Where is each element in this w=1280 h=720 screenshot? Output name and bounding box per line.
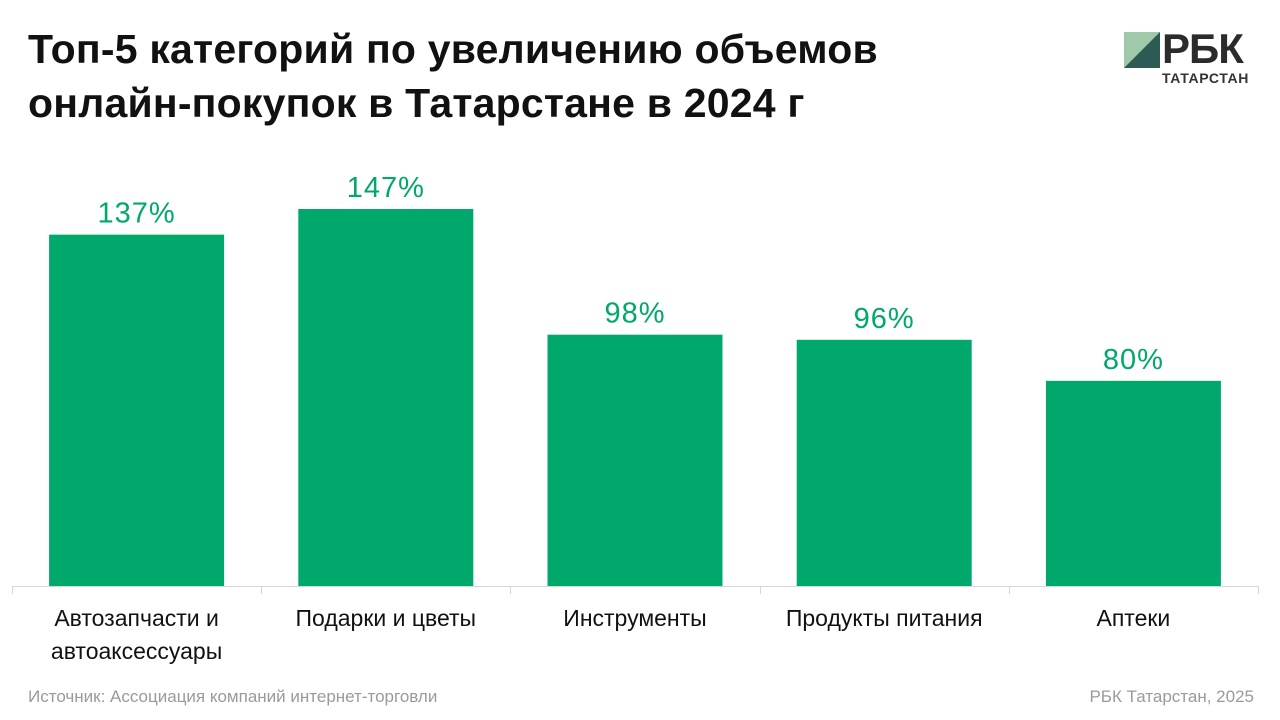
credit-note: РБК Татарстан, 2025 (1089, 687, 1254, 706)
value-label-3: 98% (604, 298, 665, 330)
value-label-2: 147% (347, 172, 425, 204)
category-label-5: Аптеки (1097, 605, 1171, 631)
bar-1 (49, 234, 225, 587)
category-label-4: Продукты питания (786, 605, 983, 631)
bar-5 (1045, 380, 1221, 586)
value-label-1: 137% (98, 198, 176, 230)
category-label-1: Автозапчасти и (54, 605, 219, 631)
chart-title-line-2: онлайн-покупок в Татарстане в 2024 г (28, 80, 805, 126)
logo-subtitle: ТАТАРСТАН (1162, 70, 1249, 86)
bar-2 (298, 209, 474, 586)
rbc-logo-mark-icon (1124, 32, 1160, 68)
logo-wordmark: РБК (1162, 25, 1244, 72)
bar-3 (547, 334, 723, 586)
bar-4 (796, 339, 972, 586)
chart-title: Топ-5 категорий по увеличению объемов он… (28, 22, 1028, 130)
category-label-3: Инструменты (563, 605, 706, 631)
value-label-4: 96% (854, 303, 915, 335)
category-label-2: Подарки и цветы (296, 605, 477, 631)
chart-title-line-1: Топ-5 категорий по увеличению объемов (28, 26, 878, 72)
rbc-tatarstan-logo: РБК ТАТАРСТАН (1124, 26, 1254, 92)
category-label-1: автоаксессуары (51, 638, 222, 664)
value-label-5: 80% (1103, 344, 1164, 376)
source-note: Источник: Ассоциация компаний интернет-т… (28, 687, 438, 706)
